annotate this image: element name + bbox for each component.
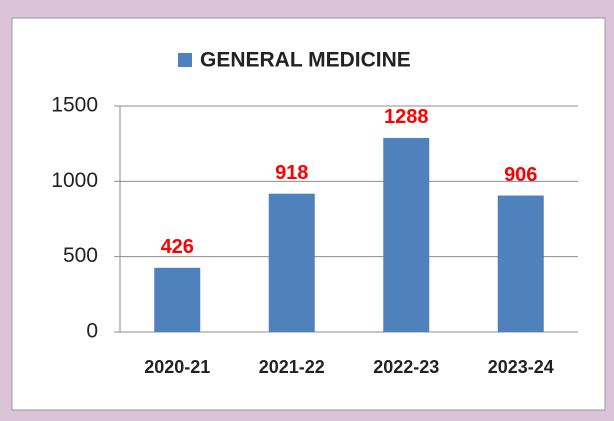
y-tick-label: 1500 <box>51 94 98 117</box>
y-tick-label: 0 <box>86 320 98 343</box>
y-tick-label: 500 <box>63 244 98 267</box>
data-label: 906 <box>504 164 537 186</box>
legend-swatch <box>178 53 192 67</box>
data-label: 918 <box>275 162 308 184</box>
bar <box>268 193 315 332</box>
data-label: 1288 <box>384 106 429 128</box>
data-label: 426 <box>161 236 194 258</box>
x-tick-label: 2022-23 <box>373 357 439 377</box>
bar <box>383 137 430 332</box>
y-tick-label: 1000 <box>51 169 98 192</box>
bar <box>154 267 201 332</box>
legend-label: GENERAL MEDICINE <box>200 49 411 72</box>
x-tick-label: 2020-21 <box>144 357 210 377</box>
x-tick-label: 2023-24 <box>488 357 554 377</box>
bar <box>497 195 544 332</box>
x-tick-label: 2021-22 <box>259 357 325 377</box>
